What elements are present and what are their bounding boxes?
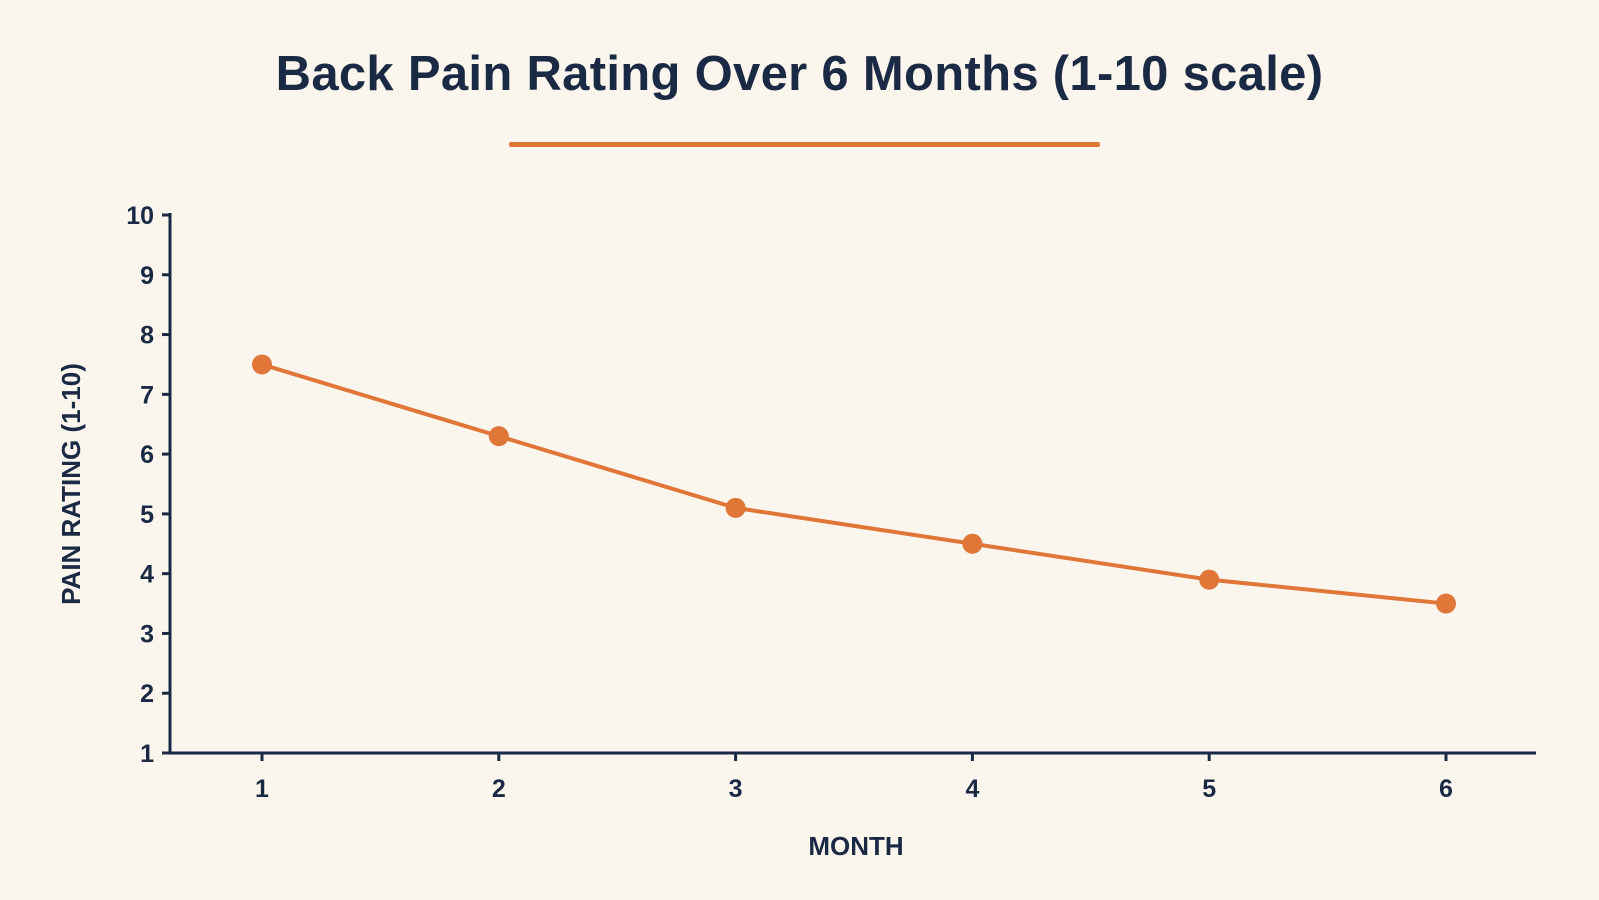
y-tick-label: 4 [140, 561, 154, 589]
y-tick-label: 6 [140, 441, 154, 469]
y-tick-label: 1 [140, 740, 154, 768]
series-line [260, 362, 1448, 606]
x-axis-ticks: 1 2 3 4 5 6 [255, 753, 1453, 803]
data-point [962, 533, 983, 554]
x-tick-label: 3 [729, 775, 743, 803]
x-axis-label: MONTH [808, 831, 903, 861]
x-tick-label: 1 [255, 775, 269, 803]
data-point [252, 354, 272, 375]
data-point [1199, 569, 1220, 590]
y-tick-label: 5 [140, 501, 154, 529]
y-tick-label: 8 [140, 322, 154, 350]
data-point [725, 497, 746, 518]
data-point [1436, 593, 1456, 614]
x-tick-label: 2 [492, 775, 506, 803]
y-tick-label: 10 [126, 202, 154, 230]
chart-title: Back Pain Rating Over 6 Months (1-10 sca… [275, 47, 1324, 101]
x-tick-label: 5 [1202, 775, 1216, 803]
y-tick-label: 7 [140, 381, 154, 409]
title-underline [509, 142, 1100, 147]
x-tick-label: 4 [965, 775, 979, 803]
y-tick-label: 3 [140, 620, 154, 648]
y-axis-label: PAIN RATING (1-10) [56, 363, 86, 605]
data-point [488, 426, 509, 447]
series-layer [252, 354, 1456, 614]
y-axis-ticks: 1 2 3 4 5 6 7 8 9 10 [126, 202, 170, 768]
x-tick-label: 6 [1439, 775, 1453, 803]
y-tick-label: 2 [140, 680, 154, 708]
y-tick-label: 9 [140, 262, 154, 290]
